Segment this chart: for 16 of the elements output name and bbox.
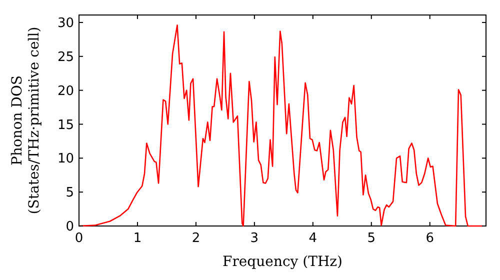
y-axis-title: Phonon DOS (States/THz·primitive cell) (10, 26, 42, 214)
y-tick-label: 0 (66, 220, 74, 235)
y-tick-label: 15 (57, 118, 74, 133)
x-tick-label: 2 (192, 231, 200, 246)
x-tick-label: 6 (426, 231, 434, 246)
y-tick-label: 10 (57, 152, 74, 167)
x-tick-label: 1 (133, 231, 142, 246)
line-series (79, 24, 484, 227)
x-tick-label: 5 (367, 231, 376, 246)
y-tick-label: 25 (57, 50, 74, 65)
x-axis-title: Frequency (THz) (222, 254, 343, 270)
y-tick-label: 20 (57, 84, 74, 99)
y-tick-label: 30 (57, 16, 74, 32)
x-tick-label: 4 (308, 231, 318, 246)
x-tick-label: 3 (250, 231, 259, 246)
y-tick-label: 5 (66, 186, 74, 201)
